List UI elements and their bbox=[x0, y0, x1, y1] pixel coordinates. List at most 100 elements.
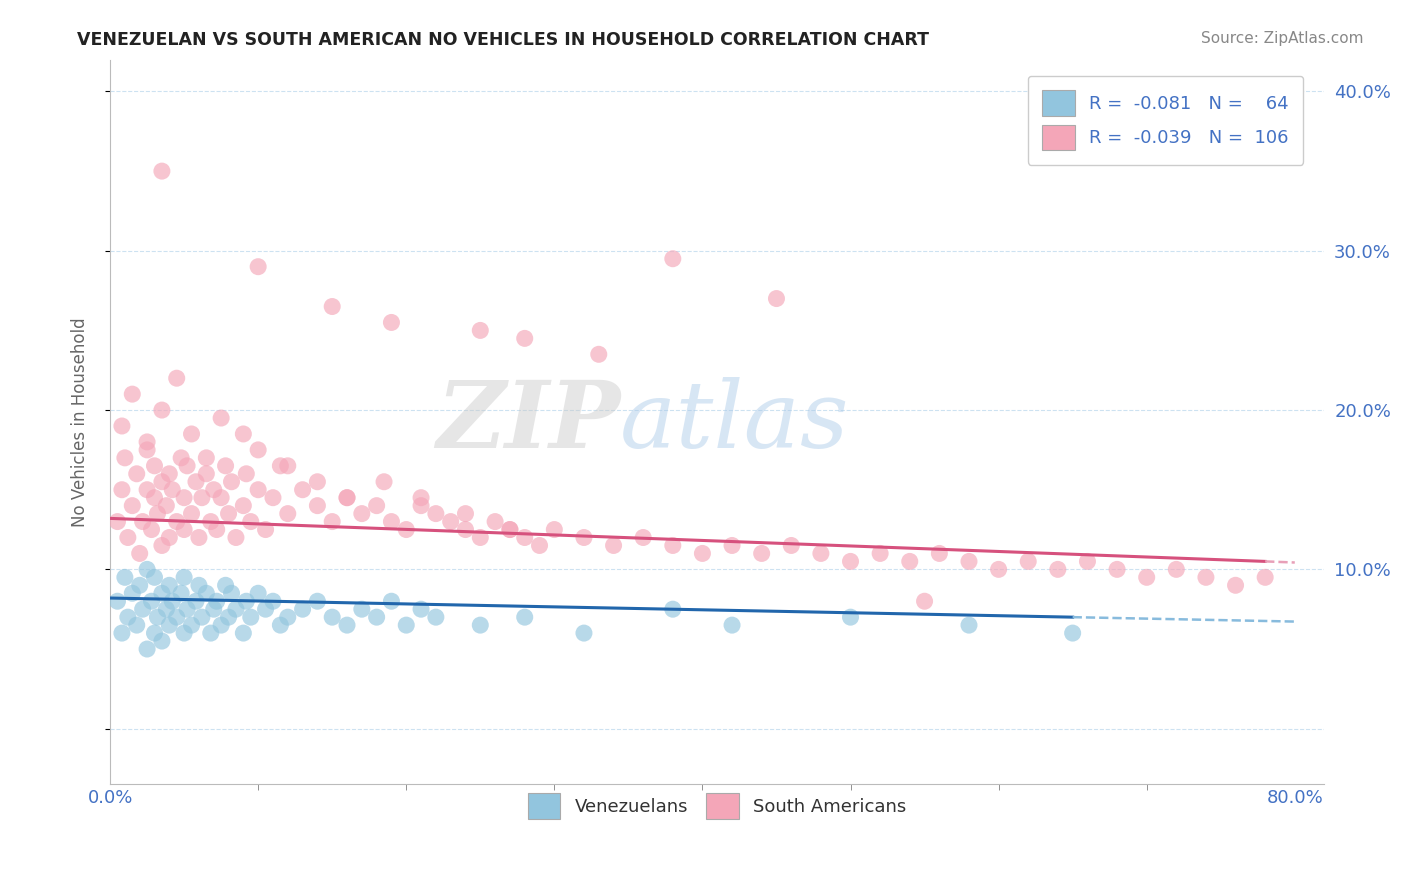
Point bbox=[380, 515, 402, 529]
Point bbox=[513, 610, 536, 624]
Point bbox=[114, 450, 136, 465]
Point bbox=[107, 594, 129, 608]
Y-axis label: No Vehicles in Household: No Vehicles in Household bbox=[72, 318, 89, 527]
Point bbox=[662, 602, 685, 616]
Point bbox=[180, 507, 202, 521]
Point bbox=[470, 618, 492, 632]
Point bbox=[136, 483, 159, 497]
Point bbox=[839, 610, 862, 624]
Point bbox=[425, 610, 447, 624]
Point bbox=[136, 642, 159, 657]
Point bbox=[572, 626, 595, 640]
Point bbox=[221, 475, 243, 489]
Point bbox=[117, 531, 139, 545]
Point bbox=[1254, 570, 1277, 584]
Point bbox=[291, 602, 314, 616]
Point bbox=[117, 610, 139, 624]
Point bbox=[366, 610, 388, 624]
Point bbox=[277, 507, 299, 521]
Point bbox=[247, 260, 270, 274]
Point bbox=[107, 515, 129, 529]
Point bbox=[484, 515, 506, 529]
Point bbox=[350, 507, 373, 521]
Point bbox=[454, 523, 477, 537]
Point bbox=[307, 499, 329, 513]
Point bbox=[513, 331, 536, 345]
Point bbox=[166, 371, 188, 385]
Point bbox=[218, 507, 240, 521]
Point bbox=[111, 626, 134, 640]
Point bbox=[572, 531, 595, 545]
Point bbox=[150, 475, 173, 489]
Point bbox=[136, 562, 159, 576]
Point bbox=[141, 523, 163, 537]
Point bbox=[157, 467, 180, 481]
Point bbox=[277, 458, 299, 473]
Point bbox=[121, 387, 143, 401]
Point bbox=[191, 491, 214, 505]
Point bbox=[602, 539, 624, 553]
Point bbox=[232, 499, 254, 513]
Point bbox=[131, 602, 153, 616]
Point bbox=[269, 458, 291, 473]
Point bbox=[143, 491, 166, 505]
Point bbox=[721, 618, 744, 632]
Point bbox=[928, 546, 950, 560]
Point bbox=[751, 546, 773, 560]
Point bbox=[235, 467, 257, 481]
Point bbox=[425, 507, 447, 521]
Point bbox=[291, 483, 314, 497]
Point bbox=[662, 539, 685, 553]
Point bbox=[321, 300, 343, 314]
Point bbox=[588, 347, 610, 361]
Point bbox=[209, 411, 232, 425]
Point bbox=[1076, 554, 1098, 568]
Point bbox=[111, 483, 134, 497]
Point bbox=[150, 634, 173, 648]
Point bbox=[191, 610, 214, 624]
Point bbox=[128, 578, 150, 592]
Point bbox=[380, 315, 402, 329]
Point bbox=[239, 610, 262, 624]
Point bbox=[765, 292, 787, 306]
Point bbox=[336, 618, 359, 632]
Point bbox=[1046, 562, 1069, 576]
Point bbox=[529, 539, 551, 553]
Point bbox=[470, 323, 492, 337]
Point bbox=[350, 602, 373, 616]
Point bbox=[176, 458, 198, 473]
Point bbox=[254, 523, 277, 537]
Point bbox=[143, 458, 166, 473]
Point bbox=[499, 523, 522, 537]
Point bbox=[200, 515, 222, 529]
Point bbox=[631, 531, 654, 545]
Text: atlas: atlas bbox=[620, 377, 849, 467]
Point bbox=[839, 554, 862, 568]
Point bbox=[239, 515, 262, 529]
Point bbox=[150, 586, 173, 600]
Point bbox=[692, 546, 714, 560]
Point bbox=[131, 515, 153, 529]
Point bbox=[205, 594, 228, 608]
Point bbox=[366, 499, 388, 513]
Point bbox=[262, 594, 284, 608]
Point bbox=[218, 610, 240, 624]
Point bbox=[247, 483, 270, 497]
Point bbox=[114, 570, 136, 584]
Text: ZIP: ZIP bbox=[436, 377, 620, 467]
Point bbox=[162, 483, 184, 497]
Point bbox=[166, 610, 188, 624]
Point bbox=[202, 483, 225, 497]
Point bbox=[125, 618, 148, 632]
Point bbox=[173, 491, 195, 505]
Text: VENEZUELAN VS SOUTH AMERICAN NO VEHICLES IN HOUSEHOLD CORRELATION CHART: VENEZUELAN VS SOUTH AMERICAN NO VEHICLES… bbox=[77, 31, 929, 49]
Legend: Venezuelans, South Americans: Venezuelans, South Americans bbox=[520, 786, 914, 826]
Point bbox=[247, 586, 270, 600]
Point bbox=[269, 618, 291, 632]
Point bbox=[277, 610, 299, 624]
Point bbox=[409, 491, 432, 505]
Point bbox=[1136, 570, 1159, 584]
Point bbox=[235, 594, 257, 608]
Point bbox=[221, 586, 243, 600]
Point bbox=[321, 610, 343, 624]
